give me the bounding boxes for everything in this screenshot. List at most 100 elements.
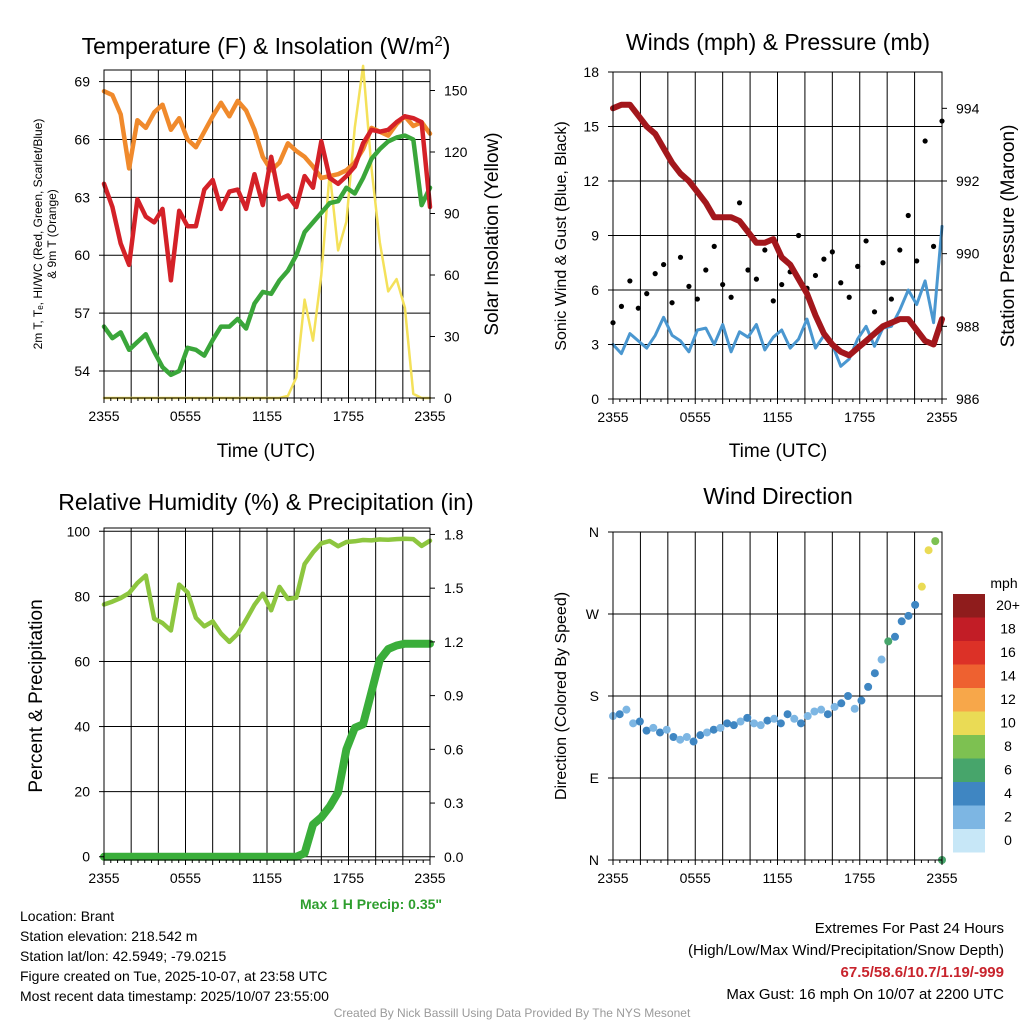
gust-point xyxy=(736,200,743,206)
direction-title: Wind Direction xyxy=(703,483,853,509)
y2-tick-label: 0.9 xyxy=(444,688,464,704)
y2-tick-label: 1.8 xyxy=(444,526,464,542)
legend-label: 16 xyxy=(1000,644,1016,660)
extremes-info: Extremes For Past 24 Hours (High/Low/Max… xyxy=(688,918,1004,1006)
series-precipitation xyxy=(100,639,434,861)
direction-point xyxy=(635,717,644,726)
y-tick-label: 60 xyxy=(74,653,90,669)
direction-point xyxy=(783,710,792,719)
x-tick-label: 1755 xyxy=(844,409,875,425)
gust-point xyxy=(888,296,894,302)
x-tick-label: 2355 xyxy=(88,870,119,886)
station-latlon: Station lat/lon: 42.5949; -79.0215 xyxy=(20,948,227,964)
gust-point xyxy=(905,212,911,219)
station-elevation: Station elevation: 218.542 m xyxy=(20,928,198,944)
y2-tick-label: 150 xyxy=(444,83,468,99)
y-tick-label: 100 xyxy=(67,523,91,539)
wind-ylabel: Sonic Wind & Gust (Blue, Black) xyxy=(553,121,570,350)
legend-swatch xyxy=(953,711,985,735)
station-location: Location: Brant xyxy=(20,908,115,924)
y2-tick-label: 990 xyxy=(956,246,980,262)
direction-point xyxy=(924,546,933,555)
x-tick-label: 1755 xyxy=(844,870,875,886)
y-tick-label: 57 xyxy=(74,305,90,321)
gust-point xyxy=(711,243,717,249)
y-tick-label: N xyxy=(589,852,599,868)
y-tick-label: W xyxy=(586,606,600,622)
direction-point xyxy=(857,696,866,705)
y2-tick-label: 988 xyxy=(956,318,980,334)
x-tick-label: 0555 xyxy=(170,408,201,424)
direction-point xyxy=(864,682,873,691)
y-tick-label: 80 xyxy=(74,588,90,604)
y-tick-label: 60 xyxy=(74,247,90,263)
max-gust: Max Gust: 16 mph On 10/07 at 2200 UTC xyxy=(726,986,1004,1003)
y-tick-label: E xyxy=(590,770,599,786)
y-tick-label: N xyxy=(589,524,599,540)
direction-point xyxy=(676,735,685,744)
winds-title: Winds (mph) & Pressure (mb) xyxy=(626,29,930,55)
humidity-title: Relative Humidity (%) & Precipitation (i… xyxy=(58,489,473,515)
series-station-pressure xyxy=(610,101,945,359)
direction-point xyxy=(917,582,926,591)
x-tick-label: 1155 xyxy=(252,870,282,886)
gust-point xyxy=(829,249,835,255)
y2-tick-label: 0.6 xyxy=(444,741,464,757)
y-tick-label: 18 xyxy=(583,64,599,80)
winds-xlabel: Time (UTC) xyxy=(729,441,828,462)
gust-point xyxy=(770,298,776,304)
y2-tick-label: 992 xyxy=(956,173,980,189)
gust-point xyxy=(880,260,886,266)
direction-point xyxy=(931,537,940,546)
y-tick-label: 20 xyxy=(74,784,90,800)
gust-point xyxy=(821,256,827,262)
y-tick-label: 12 xyxy=(583,173,599,189)
gust-point xyxy=(871,309,878,315)
legend-label: 0 xyxy=(1004,832,1012,848)
y-tick-label: 15 xyxy=(583,119,599,135)
insolation-ylabel: Solar Insolation (Yellow) xyxy=(482,132,503,335)
recent-timestamp: Most recent data timestamp: 2025/10/07 2… xyxy=(20,988,329,1004)
extremes-subtitle: (High/Low/Max Wind/Precipitation/Snow De… xyxy=(688,942,1004,959)
direction-point xyxy=(823,710,832,719)
legend-label: 20+ xyxy=(996,597,1020,613)
gust-point xyxy=(720,281,726,288)
direction-point xyxy=(669,733,678,741)
y-tick-label: 69 xyxy=(74,74,90,90)
direction-ylabel: Direction (Colored By Speed) xyxy=(553,592,570,800)
y2-tick-label: 994 xyxy=(956,100,980,116)
y2-tick-label: 0.0 xyxy=(444,849,464,865)
legend-swatch xyxy=(953,758,985,782)
series-2m-temperature xyxy=(101,114,433,283)
gust-point xyxy=(863,238,869,244)
x-tick-label: 2355 xyxy=(926,409,957,425)
direction-point xyxy=(682,733,691,741)
figure-created: Figure created on Tue, 2025-10-07, at 23… xyxy=(20,968,328,984)
credit-line: Created By Nick Bassill Using Data Provi… xyxy=(333,1006,691,1020)
direction-point xyxy=(622,705,631,714)
x-tick-label: 0555 xyxy=(170,870,201,886)
temperature-panel: Temperature (F) & Insolation (W/m2) 2355… xyxy=(31,33,503,463)
speed-legend-title: mph xyxy=(990,575,1017,591)
gust-point xyxy=(686,283,692,289)
y-tick-label: 9 xyxy=(591,228,599,244)
gust-point xyxy=(897,247,903,253)
legend-swatch xyxy=(953,735,985,759)
direction-point xyxy=(629,719,638,728)
direction-point xyxy=(844,692,852,700)
legend-swatch xyxy=(953,617,985,641)
gust-point xyxy=(930,243,937,249)
gust-point xyxy=(779,281,785,288)
y-tick-label: S xyxy=(590,688,599,704)
legend-label: 14 xyxy=(1000,668,1016,684)
y-tick-label: 3 xyxy=(591,337,599,353)
x-tick-label: 1155 xyxy=(762,409,792,425)
humidity-ylabel: Percent & Precipitation xyxy=(26,599,47,792)
gust-point xyxy=(855,263,861,269)
y-tick-label: 63 xyxy=(74,189,90,205)
y-tick-label: 54 xyxy=(74,363,90,379)
legend-label: 6 xyxy=(1004,762,1012,778)
direction-point xyxy=(870,669,879,678)
gust-point xyxy=(644,291,650,297)
legend-label: 10 xyxy=(1000,715,1016,731)
